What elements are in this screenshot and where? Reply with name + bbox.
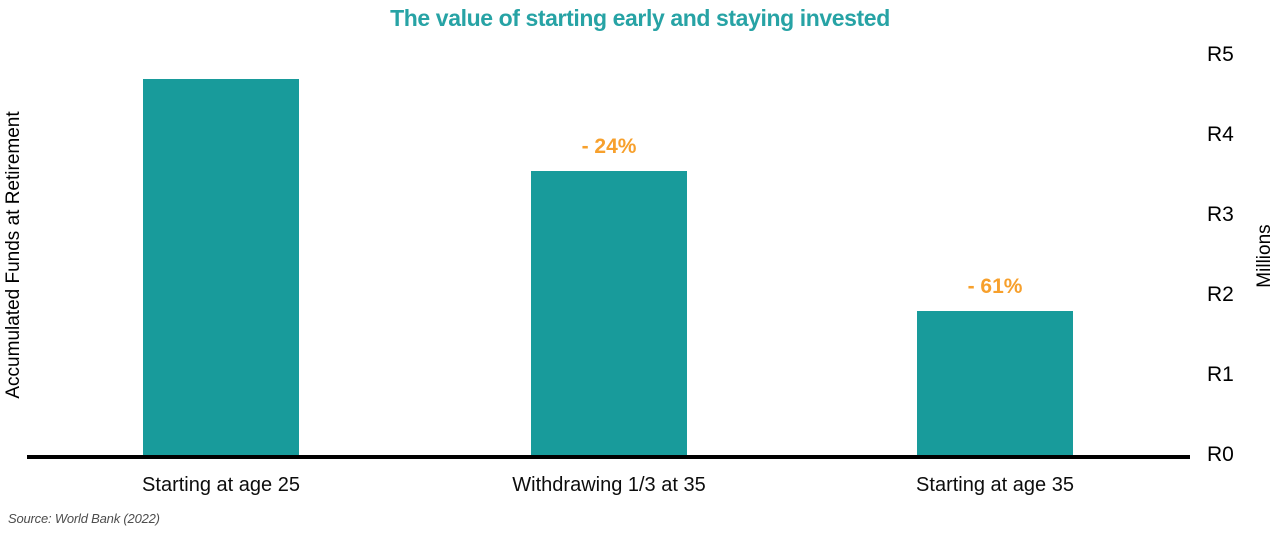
x-axis-category-label: Withdrawing 1/3 at 35 [512,474,706,496]
source-note: Source: World Bank (2022) [8,511,160,526]
bar [143,79,299,455]
y-axis-tick-label: R1 [1207,363,1234,386]
chart-title: The value of starting early and staying … [390,5,890,31]
x-axis-line [27,455,1190,459]
x-axis-category-label: Starting at age 35 [916,474,1074,496]
bar [531,171,687,455]
y-axis-tick-label: R5 [1207,43,1234,66]
y-axis-tick-label: R4 [1207,123,1234,146]
x-axis-category-label: Starting at age 25 [142,474,300,496]
y-axis-tick-label: R3 [1207,203,1234,226]
y-axis-label-left: Accumulated Funds at Retirement [3,111,24,399]
bar [917,311,1073,455]
y-axis-tick-label: R2 [1207,283,1234,306]
bar-annotation: - 61% [967,275,1023,298]
bar-annotation: - 24% [581,135,637,158]
y-axis-tick-label: R0 [1207,443,1234,466]
